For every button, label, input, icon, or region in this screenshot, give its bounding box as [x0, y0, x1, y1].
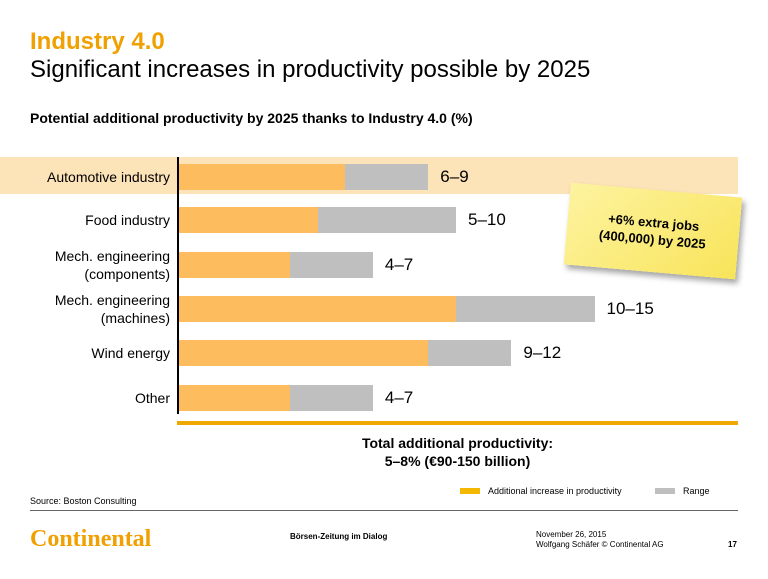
category-label-line: (components) — [84, 266, 170, 282]
legend-label: Range — [683, 486, 710, 496]
bar-productivity — [179, 207, 318, 233]
title: Industry 4.0 — [30, 28, 165, 55]
data-label: 9–12 — [523, 343, 562, 362]
category-label: Food industry — [0, 211, 170, 229]
total-productivity: Total additional productivity: 5–8% (€90… — [177, 434, 738, 470]
bar-productivity — [179, 252, 290, 278]
category-label-line: Mech. engineering — [54, 292, 170, 308]
category-label: Mech. engineering (machines) — [0, 291, 170, 327]
category-label-line: Automotive industry — [47, 169, 170, 185]
category-label: Mech. engineering (components) — [0, 247, 170, 283]
legend-swatch — [655, 488, 675, 494]
continental-logo: Continental — [30, 526, 152, 552]
event: Börsen-Zeitung im Dialog — [290, 532, 388, 541]
legend-productivity: Additional increase in productivity — [460, 486, 622, 496]
category-label-line: Other — [134, 390, 170, 406]
bar-range — [428, 340, 512, 366]
bar-productivity — [179, 340, 429, 366]
bar-range — [345, 164, 429, 190]
category-label-line: Mech. engineering — [54, 248, 170, 264]
sticky-note: +6% extra jobs (400,000) by 2025 — [563, 182, 743, 280]
source: Source: Boston Consulting — [30, 496, 137, 506]
axis-line — [177, 157, 179, 414]
bar-range — [289, 252, 373, 278]
data-label: 10–15 — [606, 299, 654, 318]
category-label-line: Wind energy — [91, 345, 170, 361]
total-line1: Total additional productivity: — [361, 435, 554, 451]
category-label: Other — [0, 389, 170, 407]
data-label: 5–10 — [468, 210, 506, 229]
bar-range — [456, 296, 595, 322]
data-label: 6–9 — [440, 167, 469, 186]
total-line2: 5–8% (€90-150 billion) — [384, 453, 531, 469]
category-label: Wind energy — [0, 344, 170, 362]
bar-productivity — [179, 164, 346, 190]
bar-range — [289, 385, 373, 411]
bar-productivity — [179, 385, 290, 411]
chart-title: Potential additional productivity by 202… — [30, 110, 473, 126]
baseline — [177, 421, 738, 425]
data-label: 4–7 — [384, 255, 414, 274]
legend-range: Range — [655, 486, 710, 496]
subtitle: Significant increases in productivity po… — [30, 56, 591, 83]
bar-productivity — [179, 296, 456, 322]
data-label: 4–7 — [384, 388, 414, 407]
category-label: Automotive industry — [0, 168, 170, 186]
date: November 26, 2015 — [536, 530, 607, 539]
author: Wolfgang Schäfer © Continental AG — [536, 540, 664, 549]
page-number: 17 — [728, 540, 737, 549]
legend-swatch — [460, 488, 480, 494]
category-label-line: Food industry — [85, 212, 170, 228]
bar-range — [317, 207, 456, 233]
legend-label: Additional increase in productivity — [488, 486, 622, 496]
footer-divider — [30, 510, 738, 511]
category-label-line: (machines) — [100, 310, 170, 326]
